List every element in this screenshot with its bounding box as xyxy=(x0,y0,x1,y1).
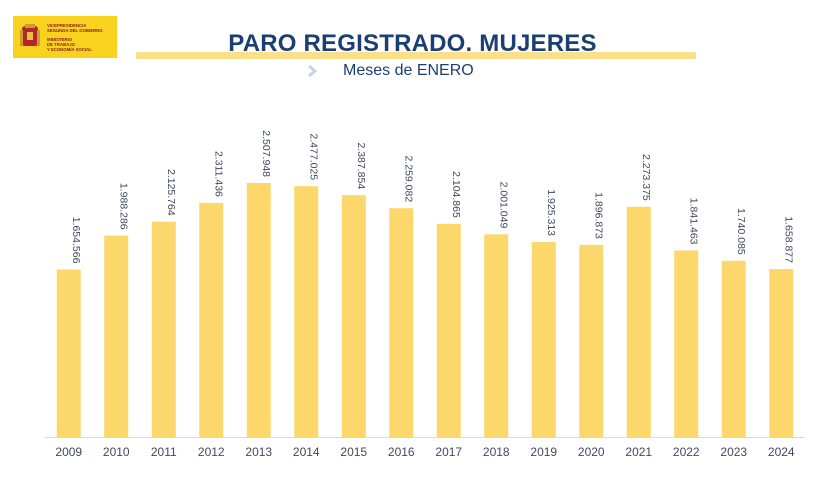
data-label-2015: 2.387.854 xyxy=(355,142,367,189)
x-tick-label-2012: 2012 xyxy=(198,445,225,459)
data-label-2024: 1.658.877 xyxy=(782,216,794,263)
logo-line: VICEPRESIDENCIA xyxy=(47,22,87,28)
bar-2012 xyxy=(199,202,224,437)
data-label-2012: 2.311.436 xyxy=(212,151,224,197)
logo-text: VICEPRESIDENCIA SEGUNDA DEL GOBIERNO MIN… xyxy=(47,23,103,52)
logo-line: Y ECONOMÍA SOCIAL xyxy=(47,46,92,52)
bar-2018 xyxy=(484,234,509,437)
bar-2016 xyxy=(389,208,414,437)
x-tick-label-2018: 2018 xyxy=(483,445,510,459)
data-label-2023: 1.740.085 xyxy=(735,208,747,255)
x-tick-label-2009: 2009 xyxy=(55,445,82,459)
x-tick-label-2013: 2013 xyxy=(245,445,272,459)
bar-2014 xyxy=(294,186,319,437)
page-title: PARO REGISTRADO. MUJERES xyxy=(228,30,597,57)
data-label-2016: 2.259.082 xyxy=(402,155,414,202)
bar-2013 xyxy=(246,183,271,437)
government-logo: VICEPRESIDENCIA SEGUNDA DEL GOBIERNO MIN… xyxy=(13,16,117,58)
title-underline-bar xyxy=(136,52,696,59)
data-label-2009: 1.654.566 xyxy=(70,217,82,264)
logo-line: MINISTERIO xyxy=(47,36,73,42)
bar-2015 xyxy=(341,195,366,437)
x-tick-label-2022: 2022 xyxy=(673,445,700,459)
x-tick-label-2020: 2020 xyxy=(578,445,605,459)
coat-of-arms-icon xyxy=(20,24,40,46)
data-label-2013: 2.507.948 xyxy=(260,130,272,177)
data-label-2017: 2.104.865 xyxy=(450,171,462,218)
bar-2021 xyxy=(626,206,651,437)
bar-2009 xyxy=(56,269,81,437)
subtitle-row: Meses de ENERO xyxy=(305,62,474,80)
bar-2010 xyxy=(104,235,129,437)
logo-line: SEGUNDA DEL GOBIERNO xyxy=(47,27,103,33)
x-tick-label-2019: 2019 xyxy=(530,445,557,459)
x-tick-label-2024: 2024 xyxy=(768,445,795,459)
data-label-2019: 1.925.313 xyxy=(545,189,557,236)
bar-2020 xyxy=(579,244,604,437)
x-tick-label-2017: 2017 xyxy=(435,445,462,459)
data-label-2020: 1.896.873 xyxy=(592,192,604,239)
data-label-2018: 2.001.049 xyxy=(497,182,509,229)
data-label-2022: 1.841.463 xyxy=(687,198,699,245)
x-tick-label-2010: 2010 xyxy=(103,445,130,459)
bar-2022 xyxy=(674,250,699,437)
chevron-right-icon xyxy=(308,64,318,78)
page-subtitle: Meses de ENERO xyxy=(343,62,474,79)
bar-2019 xyxy=(531,242,556,437)
x-tick-label-2021: 2021 xyxy=(625,445,652,459)
x-tick-label-2011: 2011 xyxy=(151,445,177,459)
bar-2024 xyxy=(769,268,794,437)
x-tick-label-2023: 2023 xyxy=(720,445,747,459)
data-label-2021: 2.273.375 xyxy=(640,154,652,201)
logo-line: DE TRABAJO xyxy=(47,41,75,47)
bar-2017 xyxy=(436,223,461,437)
bar-2023 xyxy=(721,260,746,437)
x-tick-label-2016: 2016 xyxy=(388,445,415,459)
bar-2011 xyxy=(151,221,176,437)
data-label-2010: 1.988.286 xyxy=(117,183,129,230)
x-tick-label-2014: 2014 xyxy=(293,445,320,459)
x-tick-label-2015: 2015 xyxy=(340,445,367,459)
data-label-2014: 2.477.025 xyxy=(307,133,319,180)
data-label-2011: 2.125.764 xyxy=(165,169,177,216)
